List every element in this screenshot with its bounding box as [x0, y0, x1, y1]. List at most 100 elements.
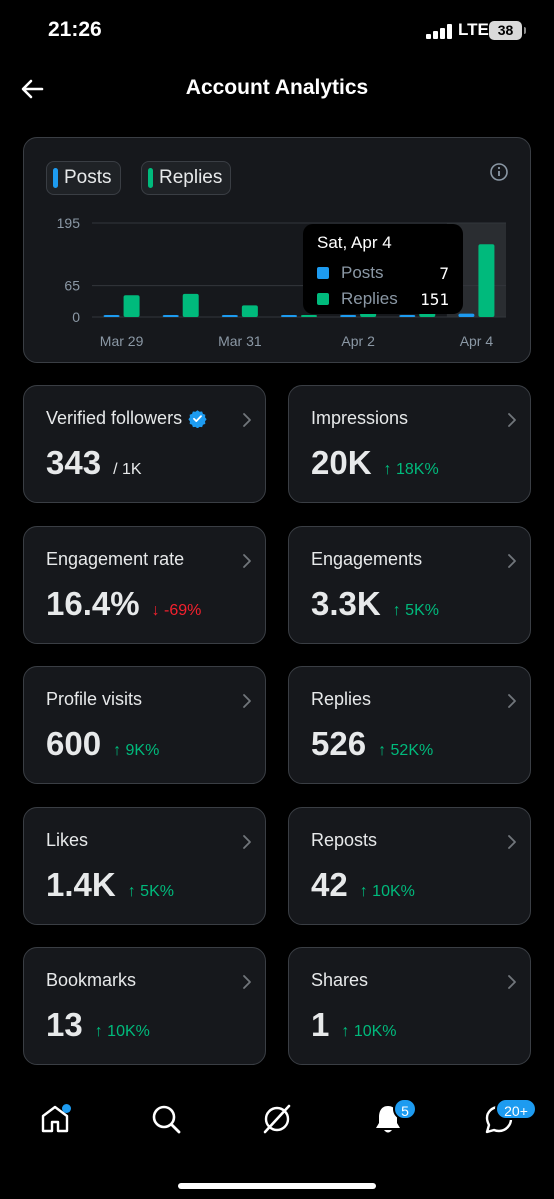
tooltip-posts-swatch — [317, 267, 329, 279]
bar-posts-1[interactable] — [162, 315, 179, 317]
metric-change-value: -69% — [164, 602, 202, 619]
metric-value: 526 — [311, 725, 367, 762]
metric-label: Likes — [46, 830, 88, 851]
page-title: Account Analytics — [185, 76, 369, 99]
tooltip-replies-value: 151 — [420, 289, 449, 309]
legend-replies-toggle[interactable]: Replies — [141, 161, 232, 195]
verified-badge-icon — [188, 410, 207, 428]
metric-label: Profile visits — [46, 689, 142, 710]
metric-change: ↑ 5K% — [393, 602, 439, 620]
metric-goal: / 1K — [113, 461, 142, 478]
header: Account Analytics — [0, 60, 554, 118]
metric-value: 1.4K — [46, 866, 116, 903]
bar-replies-2[interactable] — [241, 305, 258, 317]
metric-change: ↑ 52K% — [378, 742, 433, 760]
posts-swatch — [53, 168, 58, 188]
metric-label-text: Bookmarks — [46, 970, 137, 990]
chevron-right-icon — [243, 413, 251, 427]
metric-card-verified-followers[interactable]: Verified followers 343 / 1K — [23, 385, 266, 503]
metric-value-row: 1 ↑ 10K% — [311, 1006, 397, 1044]
arrow-up-icon: ↑ — [378, 742, 387, 759]
arrow-up-icon: ↑ — [392, 602, 401, 619]
metric-card-impressions[interactable]: Impressions 20K ↑ 18K% — [288, 385, 531, 503]
arrow-up-icon: ↑ — [383, 461, 392, 478]
metric-label-text: Reposts — [311, 830, 378, 850]
metric-value-row: 343 / 1K — [46, 444, 142, 482]
bar-posts-2[interactable] — [221, 315, 238, 317]
tooltip-replies-name: Replies — [341, 289, 398, 308]
metric-change-value: 5K% — [140, 883, 174, 900]
bar-posts-3[interactable] — [281, 315, 297, 317]
bottom-nav: 5 20+ — [0, 1082, 554, 1199]
x-tick-label: Apr 2 — [341, 333, 375, 349]
network-type: LTE — [458, 20, 489, 39]
x-tick-label: Mar 31 — [218, 333, 262, 349]
metric-label-text: Replies — [311, 689, 372, 709]
legend-posts-toggle[interactable]: Posts — [46, 161, 121, 195]
tooltip-posts-name: Posts — [341, 263, 384, 282]
arrow-up-icon: ↑ — [94, 1023, 103, 1040]
arrow-left-icon[interactable] — [18, 74, 48, 104]
bar-posts-5[interactable] — [399, 315, 416, 317]
metric-label-text: Impressions — [311, 408, 409, 428]
metric-label: Shares — [311, 970, 368, 991]
metric-card-bookmarks[interactable]: Bookmarks 13 ↑ 10K% — [23, 947, 266, 1065]
arrow-up-icon: ↑ — [127, 883, 136, 900]
messages-badge: 20+ — [495, 1098, 537, 1120]
tooltip-posts-value: 7 — [439, 263, 449, 283]
bar-replies-0[interactable] — [123, 295, 140, 317]
replies-swatch — [148, 168, 153, 188]
metric-value-row: 526 ↑ 52K% — [311, 725, 433, 763]
search-icon[interactable] — [149, 1102, 183, 1136]
metric-value-row: 600 ↑ 9K% — [46, 725, 159, 763]
chevron-right-icon — [243, 694, 251, 708]
metric-card-likes[interactable]: Likes 1.4K ↑ 5K% — [23, 807, 266, 925]
metric-value: 3.3K — [311, 585, 381, 622]
metric-value-row: 42 ↑ 10K% — [311, 866, 415, 904]
home-icon[interactable] — [38, 1102, 72, 1136]
bar-replies-3[interactable] — [301, 315, 317, 317]
metric-change: ↓ -69% — [152, 602, 202, 620]
metric-card-shares[interactable]: Shares 1 ↑ 10K% — [288, 947, 531, 1065]
y-tick-label: 195 — [57, 215, 81, 231]
battery-icon: 38 — [489, 21, 526, 40]
metric-card-replies[interactable]: Replies 526 ↑ 52K% — [288, 666, 531, 784]
grok-icon[interactable] — [260, 1102, 294, 1136]
bar-posts-0[interactable] — [103, 315, 120, 317]
metric-card-profile-visits[interactable]: Profile visits 600 ↑ 9K% — [23, 666, 266, 784]
bar-posts-4[interactable] — [340, 315, 357, 317]
bar-posts-6[interactable] — [458, 313, 475, 317]
metric-card-engagement-rate[interactable]: Engagement rate 16.4% ↓ -69% — [23, 526, 266, 644]
metric-label: Replies — [311, 689, 371, 710]
metric-change-value: 52K% — [390, 742, 434, 759]
metric-value: 13 — [46, 1006, 83, 1043]
metric-change: ↑ 10K% — [341, 1023, 396, 1041]
metric-value: 343 — [46, 444, 102, 481]
bar-replies-1[interactable] — [182, 293, 199, 317]
metric-change-value: 9K% — [125, 742, 160, 759]
metric-value: 42 — [311, 866, 348, 903]
y-tick-label: 0 — [72, 309, 80, 325]
metric-value: 20K — [311, 444, 372, 481]
chart-card: Posts Replies 0 65 195 Mar 29 Mar 31 Apr 2 Apr… — [23, 137, 531, 363]
metric-change-value: 10K% — [372, 883, 415, 900]
metric-change-value: 10K% — [353, 1023, 397, 1040]
metric-value: 16.4% — [46, 585, 140, 622]
y-tick-label: 65 — [64, 278, 80, 294]
metric-card-reposts[interactable]: Reposts 42 ↑ 10K% — [288, 807, 531, 925]
chevron-right-icon — [508, 554, 516, 568]
arrow-up-icon: ↑ — [341, 1023, 350, 1040]
metric-card-engagements[interactable]: Engagements 3.3K ↑ 5K% — [288, 526, 531, 644]
metric-change-value: 10K% — [107, 1023, 150, 1040]
info-icon[interactable] — [489, 162, 509, 182]
bar-replies-6[interactable] — [478, 244, 495, 317]
metric-label-text: Likes — [46, 830, 89, 850]
tooltip-replies-swatch — [317, 293, 329, 305]
notifications-badge: 5 — [393, 1098, 417, 1120]
x-tick-label: Apr 4 — [460, 333, 494, 349]
metric-label-text: Engagements — [311, 549, 423, 569]
bar-chart[interactable]: 0 65 195 Mar 29 Mar 31 Apr 2 Apr 4 — [24, 138, 532, 364]
legend-posts-label: Posts — [64, 167, 112, 188]
tooltip-row-posts: Posts 7 — [317, 260, 449, 286]
metric-label: Engagement rate — [46, 549, 184, 570]
